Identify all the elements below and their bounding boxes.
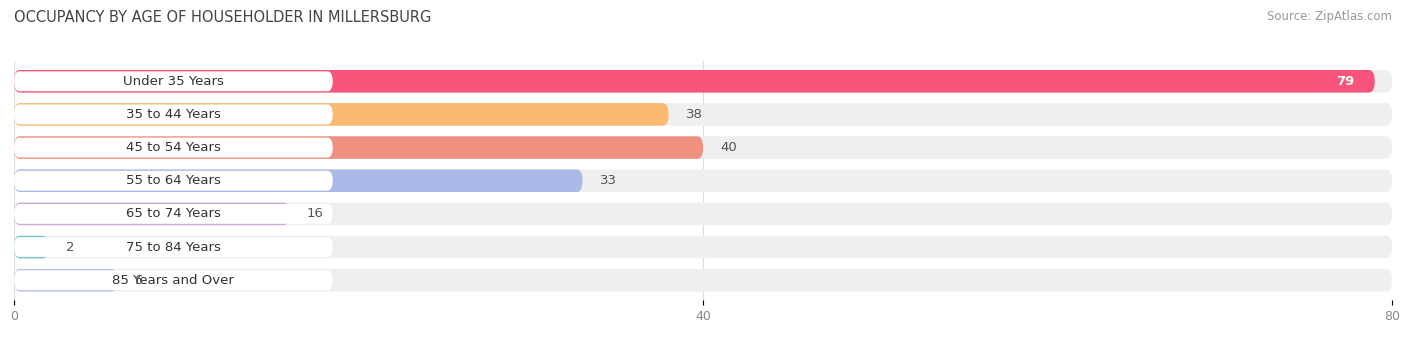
Text: 65 to 74 Years: 65 to 74 Years xyxy=(127,207,221,220)
Text: 16: 16 xyxy=(307,207,323,220)
FancyBboxPatch shape xyxy=(14,70,1375,92)
Text: 38: 38 xyxy=(686,108,703,121)
Text: 75 to 84 Years: 75 to 84 Years xyxy=(127,240,221,254)
Text: 33: 33 xyxy=(599,174,617,187)
FancyBboxPatch shape xyxy=(14,269,118,292)
Text: 79: 79 xyxy=(1336,75,1354,88)
FancyBboxPatch shape xyxy=(14,136,1392,159)
FancyBboxPatch shape xyxy=(14,270,333,290)
Text: Source: ZipAtlas.com: Source: ZipAtlas.com xyxy=(1267,10,1392,23)
FancyBboxPatch shape xyxy=(14,71,333,91)
Text: 6: 6 xyxy=(135,274,143,287)
FancyBboxPatch shape xyxy=(14,70,1392,92)
FancyBboxPatch shape xyxy=(14,236,48,258)
FancyBboxPatch shape xyxy=(14,203,290,225)
Text: 35 to 44 Years: 35 to 44 Years xyxy=(127,108,221,121)
FancyBboxPatch shape xyxy=(14,171,333,191)
Text: OCCUPANCY BY AGE OF HOUSEHOLDER IN MILLERSBURG: OCCUPANCY BY AGE OF HOUSEHOLDER IN MILLE… xyxy=(14,10,432,25)
FancyBboxPatch shape xyxy=(14,103,669,126)
Text: 2: 2 xyxy=(66,240,75,254)
FancyBboxPatch shape xyxy=(14,237,333,257)
FancyBboxPatch shape xyxy=(14,136,703,159)
FancyBboxPatch shape xyxy=(14,103,1392,126)
FancyBboxPatch shape xyxy=(14,169,582,192)
FancyBboxPatch shape xyxy=(14,236,1392,258)
FancyBboxPatch shape xyxy=(14,169,1392,192)
Text: 45 to 54 Years: 45 to 54 Years xyxy=(127,141,221,154)
FancyBboxPatch shape xyxy=(14,138,333,158)
FancyBboxPatch shape xyxy=(14,269,1392,292)
Text: 55 to 64 Years: 55 to 64 Years xyxy=(127,174,221,187)
FancyBboxPatch shape xyxy=(14,104,333,124)
Text: 85 Years and Over: 85 Years and Over xyxy=(112,274,235,287)
FancyBboxPatch shape xyxy=(14,203,1392,225)
Text: 40: 40 xyxy=(720,141,737,154)
Text: Under 35 Years: Under 35 Years xyxy=(122,75,224,88)
FancyBboxPatch shape xyxy=(14,204,333,224)
